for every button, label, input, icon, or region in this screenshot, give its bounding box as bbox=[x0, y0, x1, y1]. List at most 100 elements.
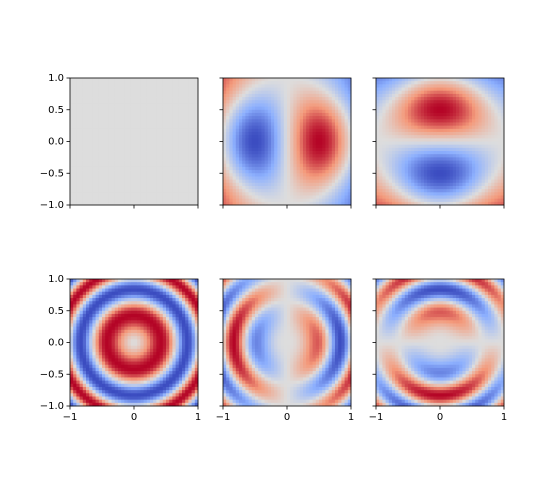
heatmap-cell bbox=[150, 192, 154, 196]
heatmap-cell bbox=[392, 199, 396, 203]
heatmap-cell bbox=[466, 183, 470, 187]
heatmap-cell bbox=[335, 145, 339, 149]
heatmap-cell bbox=[392, 138, 396, 142]
heatmap-cell bbox=[453, 132, 457, 136]
heatmap-cell bbox=[258, 81, 262, 85]
heatmap-cell bbox=[485, 170, 489, 174]
heatmap-cell bbox=[306, 94, 310, 98]
heatmap-cell bbox=[144, 126, 148, 130]
heatmap-cell bbox=[485, 157, 489, 161]
heatmap-cell bbox=[316, 195, 320, 199]
heatmap-cell bbox=[386, 167, 390, 171]
heatmap-cell bbox=[239, 148, 243, 152]
heatmap-cell bbox=[392, 135, 396, 139]
heatmap-cell bbox=[478, 100, 482, 104]
heatmap-cell bbox=[319, 78, 323, 82]
heatmap-cell bbox=[255, 107, 259, 111]
heatmap-cell bbox=[491, 107, 495, 111]
heatmap-cell bbox=[488, 157, 492, 161]
heatmap-cell bbox=[379, 199, 383, 203]
heatmap-cell bbox=[485, 103, 489, 107]
heatmap-cell bbox=[182, 103, 186, 107]
heatmap-cell bbox=[134, 192, 138, 196]
heatmap-cell bbox=[300, 88, 304, 92]
heatmap-cell bbox=[89, 195, 93, 199]
heatmap-cell bbox=[395, 132, 399, 136]
heatmap-cell bbox=[80, 97, 84, 101]
heatmap-cell bbox=[249, 122, 253, 126]
heatmap-cell bbox=[144, 132, 148, 136]
heatmap-cell bbox=[316, 186, 320, 190]
heatmap-cell bbox=[494, 199, 498, 203]
heatmap-cell bbox=[258, 167, 262, 171]
heatmap-cell bbox=[185, 176, 189, 180]
heatmap-cell bbox=[188, 167, 192, 171]
heatmap-cell bbox=[478, 164, 482, 168]
heatmap-cell bbox=[440, 88, 444, 92]
heatmap-cell bbox=[402, 132, 406, 136]
heatmap-cell bbox=[345, 81, 349, 85]
heatmap-cell bbox=[258, 151, 262, 155]
heatmap-cell bbox=[466, 192, 470, 196]
heatmap-cell bbox=[322, 186, 326, 190]
heatmap-cell bbox=[261, 189, 265, 193]
heatmap-cell bbox=[274, 192, 278, 196]
heatmap-cell bbox=[128, 135, 132, 139]
heatmap-cell bbox=[172, 180, 176, 184]
heatmap-cell bbox=[293, 81, 297, 85]
heatmap-cell bbox=[249, 183, 253, 187]
heatmap-cell bbox=[277, 88, 281, 92]
heatmap-cell bbox=[118, 103, 122, 107]
heatmap-cell bbox=[485, 135, 489, 139]
heatmap-cell bbox=[297, 84, 301, 88]
heatmap-cell bbox=[236, 81, 240, 85]
heatmap-cell bbox=[316, 78, 320, 82]
heatmap-cell bbox=[83, 91, 87, 95]
heatmap-cell bbox=[421, 116, 425, 120]
heatmap-cell bbox=[80, 145, 84, 149]
heatmap-cell bbox=[268, 122, 272, 126]
heatmap-cell bbox=[131, 154, 135, 158]
heatmap-cell bbox=[192, 180, 196, 184]
heatmap-cell bbox=[242, 192, 246, 196]
heatmap-cell bbox=[80, 100, 84, 104]
heatmap-cell bbox=[242, 135, 246, 139]
heatmap-cell bbox=[424, 113, 428, 117]
heatmap-cell bbox=[147, 176, 151, 180]
heatmap-cell bbox=[300, 132, 304, 136]
heatmap-cell bbox=[271, 107, 275, 111]
heatmap-cell bbox=[450, 110, 454, 114]
heatmap-cell bbox=[395, 94, 399, 98]
heatmap-cell bbox=[434, 81, 438, 85]
heatmap-cell bbox=[188, 103, 192, 107]
heatmap-cell bbox=[274, 81, 278, 85]
heatmap-cell bbox=[338, 138, 342, 142]
heatmap-cell bbox=[408, 167, 412, 171]
heatmap-cell bbox=[179, 189, 183, 193]
heatmap-cell bbox=[86, 119, 90, 123]
heatmap-cell bbox=[134, 189, 138, 193]
heatmap-cell bbox=[338, 145, 342, 149]
heatmap-cell bbox=[233, 195, 237, 199]
heatmap-cell bbox=[335, 135, 339, 139]
heatmap-cell bbox=[411, 167, 415, 171]
heatmap-cell bbox=[405, 180, 409, 184]
heatmap-cell bbox=[440, 97, 444, 101]
heatmap-cell bbox=[309, 107, 313, 111]
heatmap-cell bbox=[290, 126, 294, 130]
heatmap-cell bbox=[405, 116, 409, 120]
heatmap-cell bbox=[73, 352, 77, 356]
heatmap-cell bbox=[160, 173, 164, 177]
heatmap-cell bbox=[86, 116, 90, 120]
heatmap-cell bbox=[137, 126, 141, 130]
heatmap-cell bbox=[329, 154, 333, 158]
heatmap-cell bbox=[469, 135, 473, 139]
heatmap-cell bbox=[293, 116, 297, 120]
heatmap-cell bbox=[150, 97, 154, 101]
heatmap-cell bbox=[242, 142, 246, 146]
heatmap-cell bbox=[446, 148, 450, 152]
heatmap-cell bbox=[105, 113, 109, 117]
heatmap-cell bbox=[99, 132, 103, 136]
heatmap-cell bbox=[421, 195, 425, 199]
heatmap-cell bbox=[284, 164, 288, 168]
